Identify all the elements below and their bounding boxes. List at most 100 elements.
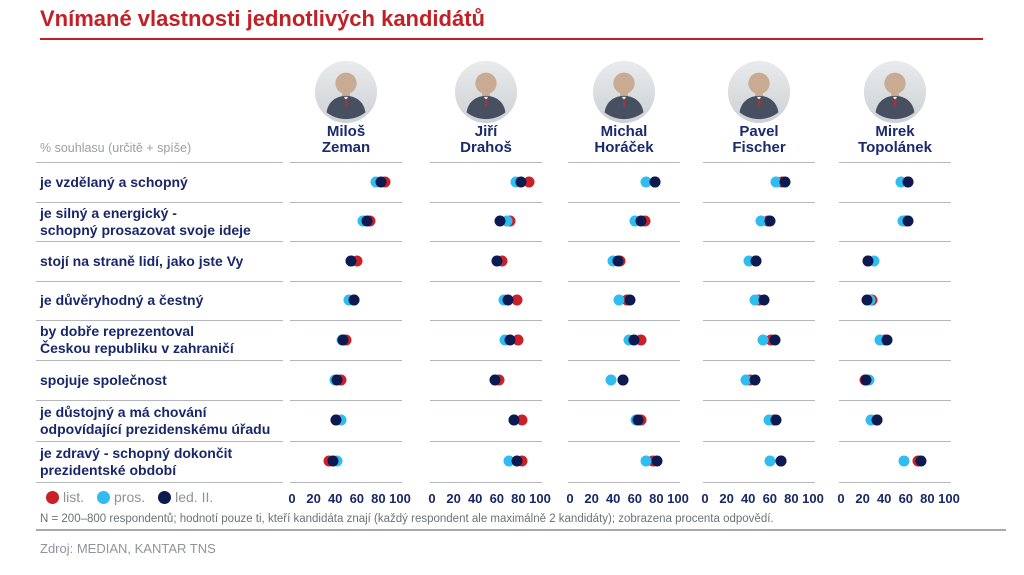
candidate-name-horacek: Michal Horáček xyxy=(594,123,654,156)
x-axis-tick-label: 40 xyxy=(467,491,483,506)
x-axis-tick-label: 0 xyxy=(566,491,574,506)
row-divider xyxy=(290,281,402,282)
candidate-photo-fischer xyxy=(728,61,790,123)
row-divider xyxy=(568,281,680,282)
row-divider xyxy=(839,482,951,483)
row-divider xyxy=(430,162,542,163)
dot-list-drahos xyxy=(523,176,535,188)
x-axis-tick-label: 100 xyxy=(667,491,689,506)
dot-led-fischer xyxy=(770,414,782,426)
x-axis-tick-label: 60 xyxy=(627,491,643,506)
dot-led-zeman xyxy=(330,414,342,426)
dot-led-horacek xyxy=(624,294,636,306)
dot-led-topolanek xyxy=(871,414,883,426)
dot-pros-horacek xyxy=(605,374,617,386)
row-divider xyxy=(36,162,283,163)
dot-led-horacek xyxy=(649,176,661,188)
x-axis-tick-label: 40 xyxy=(605,491,621,506)
dot-pros-fischer xyxy=(764,455,776,467)
dot-list-drahos xyxy=(516,414,528,426)
row-divider xyxy=(290,400,402,401)
dot-led-fischer xyxy=(764,215,776,227)
dot-led-fischer xyxy=(749,374,761,386)
footnote: N = 200–800 respondentů; hodnotí pouze t… xyxy=(40,513,774,525)
row-divider xyxy=(703,441,815,442)
row-divider xyxy=(839,162,951,163)
row-divider xyxy=(703,400,815,401)
row-divider xyxy=(568,482,680,483)
dot-led-horacek xyxy=(617,374,629,386)
x-axis-tick-label: 80 xyxy=(511,491,526,506)
dot-led-drahos xyxy=(515,176,527,188)
x-axis-tick-label: 0 xyxy=(701,491,709,506)
row-divider xyxy=(568,162,680,163)
dot-led-drahos xyxy=(502,294,514,306)
row-label: je zdravý - schopný dokončit prezidentské… xyxy=(40,444,233,478)
source: Zdroj: MEDIAN, KANTAR TNS xyxy=(40,541,216,556)
row-divider xyxy=(703,241,815,242)
row-divider xyxy=(290,241,402,242)
dot-led-horacek xyxy=(635,215,647,227)
x-axis-tick-label: 0 xyxy=(288,491,296,506)
dot-led-drahos xyxy=(491,255,503,267)
row-divider xyxy=(703,202,815,203)
dot-pros-horacek xyxy=(629,215,641,227)
dot-led-fischer xyxy=(758,294,770,306)
legend: list. pros. led. II. xyxy=(46,489,213,505)
row-divider xyxy=(290,202,402,203)
dot-led-zeman xyxy=(361,215,373,227)
row-label: je silný a energický - schopný prosazovat… xyxy=(40,204,251,238)
dot-led-drahos xyxy=(511,455,523,467)
dot-led-topolanek xyxy=(860,374,872,386)
dot-led-fischer xyxy=(769,334,781,346)
dot-pros-topolanek xyxy=(895,176,907,188)
x-axis-tick-label: 40 xyxy=(876,491,892,506)
page-title: Vnímané vlastnosti jednotlivých kandidát… xyxy=(40,6,485,31)
legend-dot-led xyxy=(158,490,172,504)
row-divider xyxy=(839,360,951,361)
candidate-name-drahos: Jiří Drahoš xyxy=(460,123,512,156)
legend-dot-pros xyxy=(97,490,110,504)
dot-led-topolanek xyxy=(902,176,914,188)
row-divider xyxy=(36,441,283,442)
dot-list-drahos xyxy=(511,294,523,306)
dot-led-zeman xyxy=(375,176,387,188)
row-divider xyxy=(703,360,815,361)
dot-pros-fischer xyxy=(757,334,769,346)
dot-led-zeman xyxy=(348,294,360,306)
x-axis-tick-label: 0 xyxy=(837,491,845,506)
candidate-name-fischer: Pavel Fischer xyxy=(732,123,786,156)
x-axis-tick-label: 80 xyxy=(920,491,935,506)
dot-led-topolanek xyxy=(881,334,893,346)
dot-led-zeman xyxy=(337,334,349,346)
candidate-name-zeman: Miloš Zeman xyxy=(321,123,371,156)
row-divider xyxy=(703,162,815,163)
candidate-name-topolanek: Mirek Topolánek xyxy=(858,123,932,156)
row-divider xyxy=(839,320,951,321)
dot-led-zeman xyxy=(345,255,357,267)
dot-pros-fischer xyxy=(740,374,752,386)
candidate-photo-topolanek xyxy=(864,61,926,123)
x-axis-tick-label: 20 xyxy=(855,491,870,506)
x-axis-tick-label: 60 xyxy=(898,491,914,506)
dot-pros-drahos xyxy=(503,455,515,467)
row-divider xyxy=(430,400,542,401)
row-divider xyxy=(430,202,542,203)
dot-led-fischer xyxy=(750,255,762,267)
row-divider xyxy=(703,320,815,321)
x-axis-tick-label: 80 xyxy=(371,491,386,506)
dot-led-zeman xyxy=(327,455,339,467)
dot-pros-fischer xyxy=(749,294,761,306)
candidate-column-fischer: Pavel Fischer 0 20 40 60 80 100 xyxy=(699,0,824,575)
legend-item-pros: pros. xyxy=(97,489,145,505)
candidate-photo-drahos xyxy=(455,61,517,123)
legend-item-list: list. xyxy=(46,489,84,505)
row-label: je důvěryhodný a čestný xyxy=(40,292,204,308)
dot-pros-fischer xyxy=(743,255,755,267)
legend-dot-list xyxy=(46,490,59,504)
row-divider xyxy=(568,400,680,401)
dot-pros-drahos xyxy=(501,215,513,227)
x-axis-tick-label: 100 xyxy=(802,491,824,506)
dot-list-horacek xyxy=(635,334,647,346)
